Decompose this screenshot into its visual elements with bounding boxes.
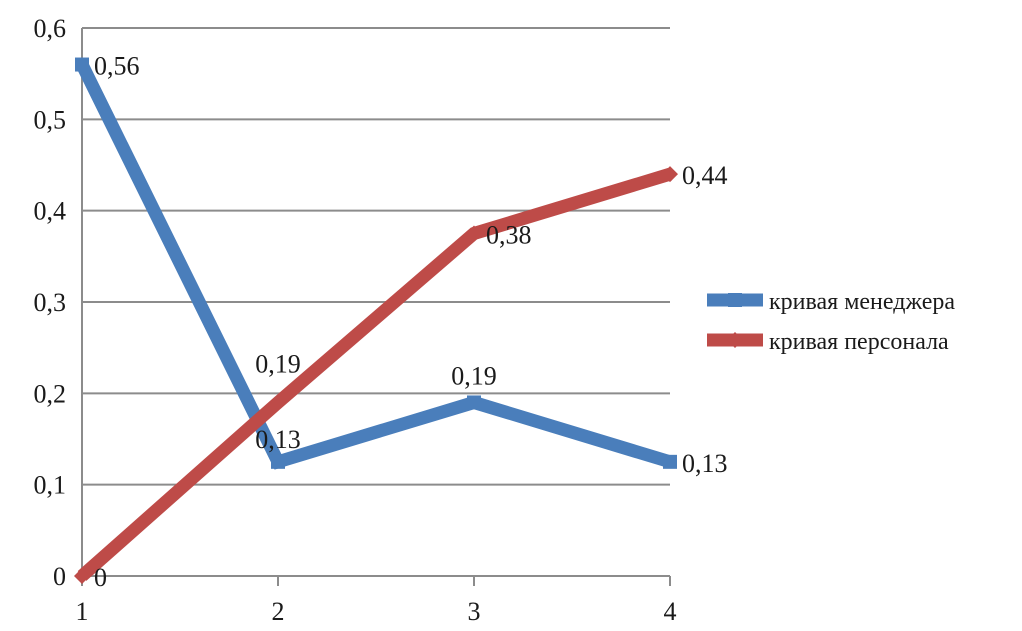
data-point-marker: [467, 395, 481, 410]
data-label: 0,13: [255, 425, 301, 454]
grid-lines: [82, 27, 670, 486]
data-point-marker: [466, 225, 482, 242]
data-label: 0,19: [255, 349, 301, 378]
series-line-1: [76, 61, 672, 470]
data-point-marker: [271, 454, 285, 469]
y-tick-label: 0: [53, 562, 66, 591]
x-tick-label: 3: [468, 597, 481, 626]
axes: [81, 28, 670, 577]
data-label: 0,44: [682, 161, 728, 190]
legend-label: кривая персонала: [769, 329, 949, 355]
y-tick-label: 0,4: [34, 197, 67, 226]
x-tick-label: 1: [76, 597, 89, 626]
y-tick-label: 0,6: [34, 14, 67, 43]
x-tick-label: 4: [664, 597, 677, 626]
legend-swatch-marker: [727, 332, 743, 348]
y-tick-label: 0,1: [34, 471, 67, 500]
data-point-marker: [662, 166, 678, 183]
x-tick-label: 2: [272, 597, 285, 626]
y-tick-label: 0,5: [34, 105, 67, 134]
y-axis-ticks: 0 0,1 0,2 0,3 0,4 0,5 0,6: [34, 14, 67, 591]
x-axis-ticks: 1 2 3 4: [76, 576, 677, 626]
data-label: 0,13: [682, 449, 728, 478]
series-line-2: [77, 167, 672, 581]
data-point-marker: [663, 454, 677, 469]
data-point-marker: [74, 568, 90, 584]
data-label: 0,56: [94, 52, 140, 81]
legend: кривая менеджера кривая персонала: [707, 289, 955, 355]
legend-swatch-marker: [728, 293, 742, 307]
data-point-marker: [75, 57, 89, 72]
legend-label: кривая менеджера: [769, 289, 955, 315]
y-tick-label: 0,3: [34, 288, 67, 317]
series-lines: [74, 57, 678, 584]
data-label: 0,19: [451, 361, 497, 390]
y-tick-label: 0,2: [34, 379, 67, 408]
data-label: 0,38: [486, 221, 532, 250]
data-labels: 0,56 0,13 0,19 0,13 0 0,19 0,38 0,44: [94, 52, 728, 592]
data-point-marker: [270, 394, 286, 411]
data-label: 0: [94, 563, 107, 592]
